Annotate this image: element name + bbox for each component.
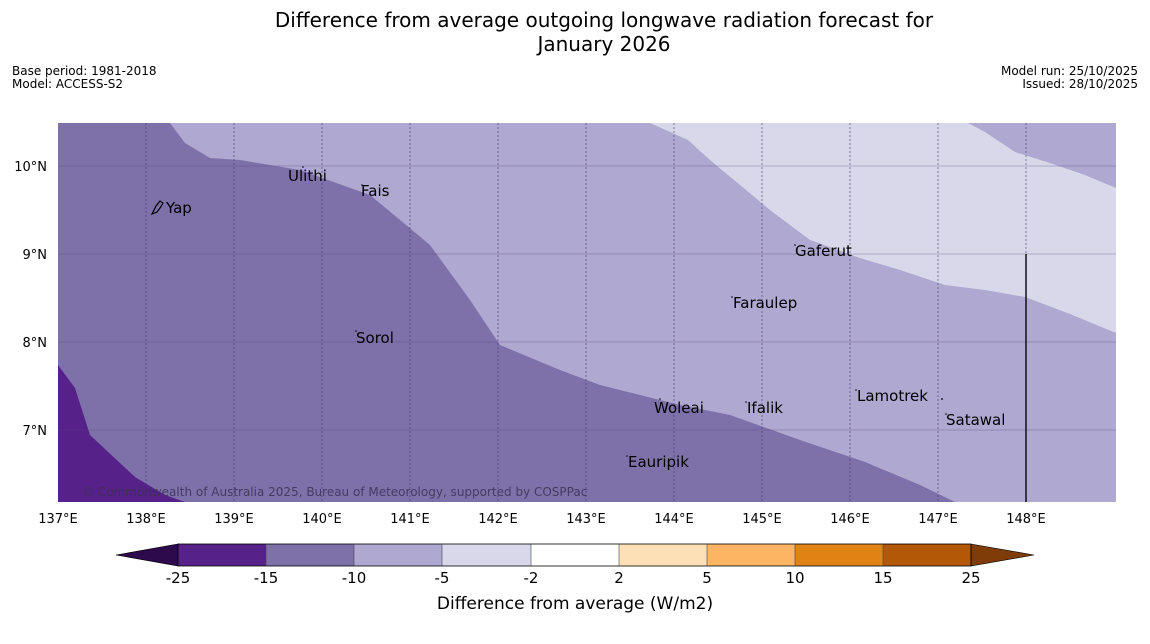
marker-ulithi <box>302 166 304 168</box>
lon-label: 148°E <box>1006 512 1046 527</box>
place-ifalik: Ifalik <box>747 399 783 417</box>
lon-label: 143°E <box>566 512 606 527</box>
parallels <box>58 165 1116 431</box>
place-faraulep: Faraulep <box>733 294 797 312</box>
meta-left: Base period: 1981-2018 Model: ACCESS-S2 <box>12 65 157 91</box>
place-fais: Fais <box>361 182 390 200</box>
colorbar-dividers <box>265 544 884 566</box>
marker-sorol <box>355 330 357 332</box>
chart-title: Difference from average outgoing longwav… <box>0 8 1150 56</box>
colorbar-segment <box>266 544 354 566</box>
lat-label: 8°N <box>23 336 48 351</box>
colorbar-segment <box>531 544 619 566</box>
marker-woleai <box>659 398 661 400</box>
model-run: Model run: 25/10/2025 <box>1000 64 1138 78</box>
colorbar-extend-high <box>970 543 1035 567</box>
model-name: Model: ACCESS-S2 <box>12 77 124 91</box>
colorbar-tick-label: -15 <box>253 569 279 587</box>
colorbar-tick-label: -5 <box>434 569 450 587</box>
base-period: Base period: 1981-2018 <box>12 64 157 78</box>
colorbar-segment <box>619 544 707 566</box>
lon-label: 138°E <box>126 512 166 527</box>
title-line-1: Difference from average outgoing longwav… <box>274 8 934 32</box>
place-sorol: Sorol <box>356 329 394 347</box>
lat-label: 9°N <box>23 248 48 263</box>
place-gaferut: Gaferut <box>795 242 852 260</box>
colorbar-tick-label: -2 <box>523 569 539 587</box>
colorbar <box>115 543 1035 567</box>
copyright-text: © Commonwealth of Australia 2025, Bureau… <box>82 485 587 499</box>
place-lamotrek: Lamotrek <box>857 387 928 405</box>
colorbar-tick-label: 2 <box>614 569 624 587</box>
map-area <box>58 123 1116 502</box>
lat-labels: 10°N 9°N 8°N 7°N <box>14 160 47 439</box>
lon-label: 142°E <box>478 512 518 527</box>
marker-ifalik <box>745 401 747 403</box>
place-labels: Yap Ulithi Fais Gaferut Faraulep Sorol W… <box>165 166 1005 471</box>
colorbar-outline <box>177 543 972 567</box>
place-ulithi: Ulithi <box>288 167 327 185</box>
colorbar-segment <box>442 544 531 566</box>
lat-label: 7°N <box>23 424 48 439</box>
colorbar-segment <box>707 544 795 566</box>
marker-satawal <box>945 413 947 415</box>
meridians <box>145 123 1027 502</box>
colorbar-extend-low <box>115 543 179 567</box>
colorbar-tick-label: 25 <box>961 569 981 587</box>
colorbar-segment <box>795 544 883 566</box>
band-minus25-minus15 <box>58 365 185 502</box>
marker-lamotrek <box>855 389 857 391</box>
colorbar-segment <box>178 544 266 566</box>
place-woleai: Woleai <box>654 399 704 417</box>
place-yap: Yap <box>165 199 192 217</box>
marker-eauripik <box>626 455 628 457</box>
lon-label: 144°E <box>654 512 694 527</box>
title-line-2: January 2026 <box>537 32 671 56</box>
lon-label: 141°E <box>390 512 430 527</box>
place-eauripik: Eauripik <box>628 453 689 471</box>
marker-fais <box>361 184 363 186</box>
yap-island-shape <box>150 200 164 216</box>
lon-label: 139°E <box>214 512 254 527</box>
colorbar-segment <box>883 544 971 566</box>
band-minus5-minus2 <box>650 123 1116 333</box>
lon-labels: 137°E 138°E 139°E 140°E 141°E 142°E 143°… <box>38 512 1046 527</box>
colorbar-tick-label: -25 <box>165 569 191 587</box>
lon-label: 147°E <box>918 512 958 527</box>
place-satawal: Satawal <box>946 411 1005 429</box>
colorbar-segment <box>354 544 442 566</box>
lat-label: 10°N <box>14 160 47 175</box>
lon-label: 146°E <box>830 512 870 527</box>
lon-label: 140°E <box>302 512 342 527</box>
colorbar-tick-label: 10 <box>785 569 805 587</box>
marker-islet <box>941 398 943 400</box>
marker-faraulep <box>731 296 733 298</box>
colorbar-title: Difference from average (W/m2) <box>436 594 714 614</box>
lon-label: 137°E <box>38 512 78 527</box>
issued-date: Issued: 28/10/2025 <box>1022 77 1138 91</box>
marker-gaferut <box>794 244 796 246</box>
lon-label: 145°E <box>742 512 782 527</box>
colorbar-tick-label: 15 <box>873 569 893 587</box>
colorbar-tick-label: -10 <box>341 569 367 587</box>
colorbar-tick-label: 5 <box>702 569 712 587</box>
meta-right: Model run: 25/10/2025 Issued: 28/10/2025 <box>1001 65 1138 91</box>
